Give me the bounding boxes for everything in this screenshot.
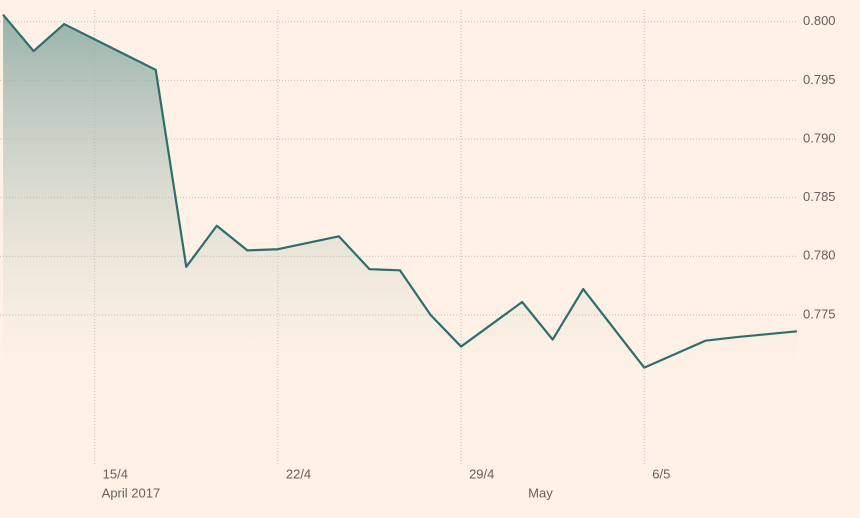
- y-tick-label: 0.775: [803, 306, 836, 321]
- y-tick-label: 0.790: [803, 130, 836, 145]
- y-tick-label: 0.800: [803, 13, 836, 28]
- y-tick-label: 0.785: [803, 189, 836, 204]
- line: [2, 13, 798, 369]
- area: [3, 14, 797, 465]
- x-period-label: May: [528, 485, 553, 500]
- x-tick-label: 22/4: [286, 466, 311, 481]
- x-tick-label: 15/4: [103, 466, 128, 481]
- x-tick-label: 29/4: [469, 466, 494, 481]
- x-tick-label: 6/5: [652, 466, 670, 481]
- y-tick-label: 0.780: [803, 248, 836, 263]
- x-period-label: April 2017: [102, 485, 161, 500]
- y-tick-label: 0.795: [803, 72, 836, 87]
